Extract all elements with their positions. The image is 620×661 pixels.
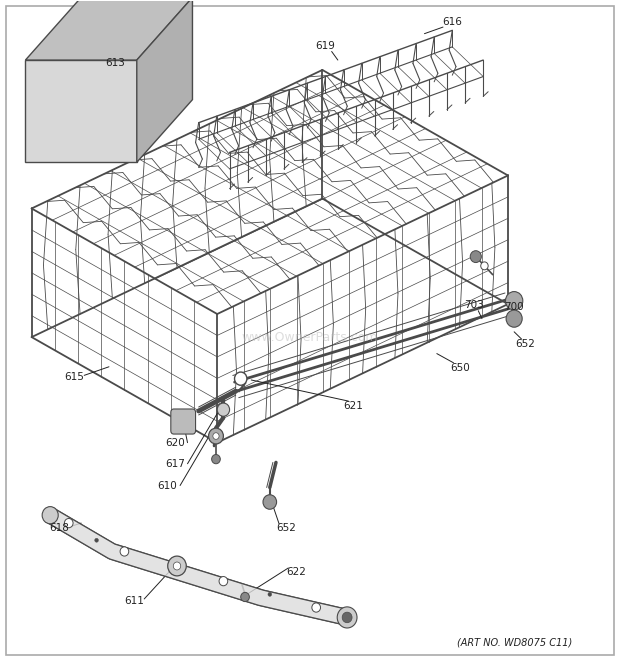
Circle shape — [342, 612, 352, 623]
Text: (ART NO. WD8075 C11): (ART NO. WD8075 C11) — [456, 638, 572, 648]
Circle shape — [268, 592, 272, 596]
Circle shape — [173, 562, 180, 570]
Circle shape — [312, 603, 321, 612]
Circle shape — [120, 547, 129, 556]
Circle shape — [263, 494, 277, 509]
Circle shape — [219, 576, 228, 586]
Circle shape — [234, 372, 247, 385]
Text: 610: 610 — [157, 481, 177, 490]
Text: 613: 613 — [105, 58, 125, 68]
Polygon shape — [46, 508, 348, 625]
Circle shape — [211, 455, 220, 464]
Circle shape — [64, 518, 73, 527]
Polygon shape — [25, 60, 137, 163]
Text: 700: 700 — [504, 303, 524, 313]
Text: 652: 652 — [515, 338, 535, 349]
Circle shape — [217, 403, 229, 416]
FancyBboxPatch shape — [171, 409, 195, 434]
Text: 617: 617 — [165, 459, 185, 469]
Circle shape — [169, 563, 172, 566]
Text: 616: 616 — [442, 17, 463, 28]
Text: 652: 652 — [277, 524, 296, 533]
Text: www.OwnerParts.com: www.OwnerParts.com — [242, 330, 378, 344]
Circle shape — [337, 607, 357, 628]
Text: 615: 615 — [64, 371, 84, 381]
Text: 650: 650 — [450, 363, 469, 373]
Circle shape — [470, 251, 481, 262]
Circle shape — [480, 262, 488, 270]
Polygon shape — [25, 0, 192, 60]
Text: 620: 620 — [166, 438, 185, 447]
Circle shape — [241, 592, 249, 602]
Circle shape — [208, 428, 223, 444]
Text: 611: 611 — [124, 596, 144, 606]
Circle shape — [42, 506, 58, 524]
Text: 622: 622 — [286, 567, 306, 577]
Circle shape — [505, 292, 523, 310]
Text: 621: 621 — [343, 401, 363, 411]
Text: 703: 703 — [464, 301, 484, 311]
Text: 619: 619 — [316, 40, 335, 50]
Polygon shape — [137, 0, 192, 163]
Circle shape — [168, 556, 186, 576]
Circle shape — [95, 538, 99, 542]
Circle shape — [213, 433, 219, 440]
Circle shape — [506, 310, 522, 327]
Text: 618: 618 — [50, 524, 69, 533]
